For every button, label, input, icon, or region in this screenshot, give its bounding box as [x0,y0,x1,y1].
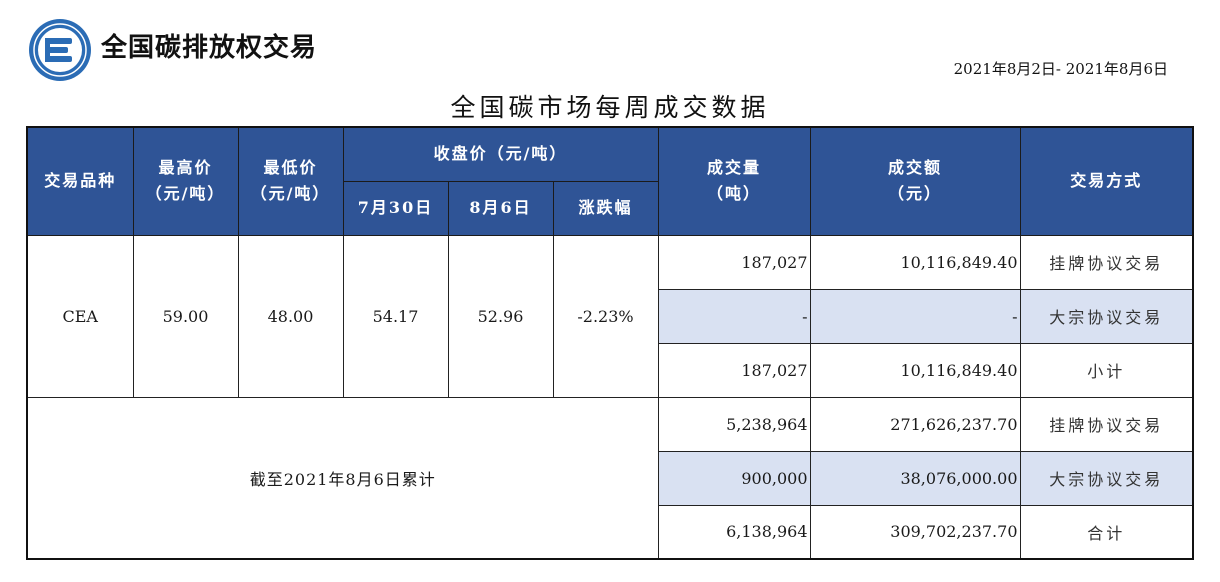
brand-name: 全国碳排放权交易 [101,33,318,63]
cumulative-block-amount: 38,076,000.00 [809,450,1021,506]
cumulative-block-mode: 大宗协议交易 [1019,450,1194,506]
weekly-block-amount: - [809,288,1021,344]
weekly-trading-table: 交易品种 最高价 （元/吨） 最低价 （元/吨） 收盘价（元/吨） 成交量 （吨… [26,126,1194,560]
header-low-unit: （元/吨） [250,184,331,204]
page-title: 全国碳市场每周成交数据 [450,93,770,122]
cumulative-listed-amount: 271,626,237.70 [809,396,1021,452]
weekly-listed-amount: 10,116,849.40 [809,234,1021,290]
weekly-subtotal-volume: 187,027 [657,342,811,398]
high-price-cell: 59.00 [132,234,239,398]
header-trade-mode: 交易方式 [1019,126,1194,236]
header-low: 最低价 （元/吨） [237,126,344,236]
header-high-label: 最高价 [158,158,213,178]
header-close-price: 收盘价（元/吨） [342,126,659,182]
cumulative-label: 截至2021年8月6日累计 [26,396,659,560]
cumulative-total-volume: 6,138,964 [657,504,811,560]
cumulative-block-volume: 900,000 [657,450,811,506]
header-close-prev: 7月30日 [342,180,449,236]
header-volume-label: 成交量 [706,158,761,178]
cumulative-listed-mode: 挂牌协议交易 [1019,396,1194,452]
date-range: 2021年8月2日- 2021年8月6日 [953,60,1168,78]
low-price-cell: 48.00 [237,234,344,398]
cumulative-listed-volume: 5,238,964 [657,396,811,452]
header-volume-unit: （吨） [706,184,761,204]
header-amount-label: 成交额 [887,158,942,178]
header-high: 最高价 （元/吨） [132,126,239,236]
weekly-listed-mode: 挂牌协议交易 [1019,234,1194,290]
weekly-listed-volume: 187,027 [657,234,811,290]
variety-cell: CEA [26,234,134,398]
change-cell: -2.23% [552,234,659,398]
header-high-unit: （元/吨） [145,184,226,204]
header-volume: 成交量 （吨） [657,126,811,236]
cumulative-total-mode: 合计 [1019,504,1194,560]
header-amount: 成交额 （元） [809,126,1021,236]
header-amount-unit: （元） [887,184,942,204]
weekly-subtotal-mode: 小计 [1019,342,1194,398]
header-variety: 交易品种 [26,126,134,236]
close-curr-cell: 52.96 [447,234,554,398]
cumulative-total-amount: 309,702,237.70 [809,504,1021,560]
close-prev-cell: 54.17 [342,234,449,398]
exchange-logo-icon [29,19,91,81]
header-low-label: 最低价 [263,158,318,178]
header-close-curr: 8月6日 [447,180,554,236]
header-change: 涨跌幅 [552,180,659,236]
weekly-block-volume: - [657,288,811,344]
weekly-subtotal-amount: 10,116,849.40 [809,342,1021,398]
weekly-block-mode: 大宗协议交易 [1019,288,1194,344]
